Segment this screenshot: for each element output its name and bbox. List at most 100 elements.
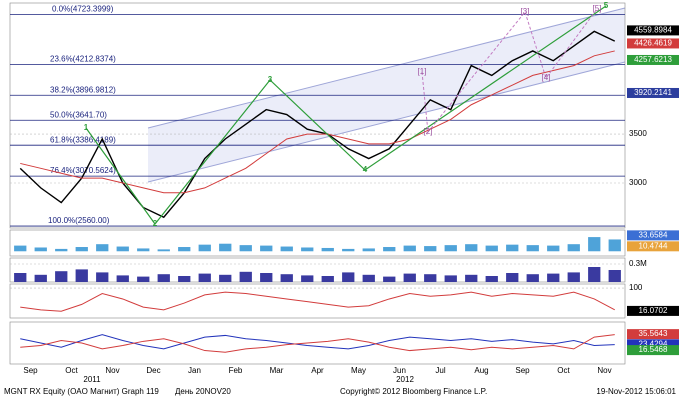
bar xyxy=(14,245,27,252)
panel-frame xyxy=(9,229,626,257)
bar xyxy=(403,245,416,252)
series-line xyxy=(20,334,615,353)
x-tick-label: Nov xyxy=(597,366,611,375)
fib-label: 0.0%(4723.3999) xyxy=(52,5,114,14)
bar xyxy=(342,248,355,252)
bar xyxy=(280,246,293,252)
bar xyxy=(465,274,478,282)
value-marker-label: 4257.6213 xyxy=(634,55,672,64)
bar xyxy=(547,245,560,252)
subwave-label: [1] xyxy=(418,67,427,76)
x-tick-label: Dec xyxy=(146,366,160,375)
bar xyxy=(34,274,47,282)
subwave-label: [2] xyxy=(424,127,433,136)
bar xyxy=(55,248,68,252)
bar xyxy=(198,273,211,282)
value-marker-label: 4559.8984 xyxy=(634,26,672,35)
value-marker xyxy=(627,345,679,356)
panel-frame xyxy=(9,283,626,319)
x-tick-label: Jun xyxy=(393,366,406,375)
footer-left: MGNT RX Equity (OAO Магнит) Graph 119 xyxy=(4,387,159,396)
bar xyxy=(157,274,170,282)
channel-line xyxy=(147,7,626,129)
series-line xyxy=(20,50,615,194)
bar xyxy=(608,270,621,282)
bar xyxy=(567,272,580,282)
bar xyxy=(567,244,580,252)
value-marker xyxy=(627,38,679,49)
bar xyxy=(34,247,47,252)
bar xyxy=(342,272,355,282)
bar xyxy=(178,247,191,252)
value-marker xyxy=(627,339,679,350)
bar xyxy=(383,276,396,282)
wave-path xyxy=(85,5,607,225)
bar xyxy=(588,267,601,282)
value-marker xyxy=(627,54,679,65)
bar xyxy=(383,247,396,252)
bar xyxy=(280,274,293,282)
bar xyxy=(14,273,27,282)
bar xyxy=(321,247,334,252)
bar xyxy=(424,246,437,252)
panel-frame xyxy=(9,2,626,229)
subwave-label: [3] xyxy=(521,7,530,16)
bar xyxy=(588,237,601,252)
y-tick-label: 0.3M xyxy=(629,259,647,268)
fib-label: 38.2%(3896.9812) xyxy=(50,85,116,94)
bar xyxy=(219,274,232,282)
bar xyxy=(526,245,539,252)
bar xyxy=(157,249,170,252)
value-marker xyxy=(627,87,679,98)
x-tick-label: Mar xyxy=(270,366,284,375)
x-tick-label: Oct xyxy=(65,366,78,375)
fib-label: 61.8%(3386.4189) xyxy=(50,135,116,144)
bar xyxy=(444,275,457,282)
value-marker xyxy=(627,241,679,252)
channel-line xyxy=(147,61,626,183)
fib-label: 100.0%(2560.00) xyxy=(48,216,110,225)
series-line xyxy=(20,334,615,350)
y-tick-label: 3000 xyxy=(629,178,647,187)
bar xyxy=(96,272,109,282)
footer-timestamp: 19-Nov-2012 15:06:01 xyxy=(596,387,676,396)
bar xyxy=(178,276,191,282)
value-marker-label: 10.4744 xyxy=(639,241,668,250)
subwave-label: [4] xyxy=(542,73,551,82)
bar xyxy=(301,275,314,282)
bar xyxy=(219,243,232,252)
bar xyxy=(75,269,88,282)
value-marker xyxy=(627,305,679,316)
footer-day: День 20NOV20 xyxy=(175,387,231,396)
wave-label: 5 xyxy=(604,1,609,10)
fib-label: 23.6%(4212.8374) xyxy=(50,54,116,63)
x-tick-label: May xyxy=(351,366,366,375)
bar xyxy=(239,245,252,252)
bar xyxy=(137,248,150,252)
bar xyxy=(506,244,519,252)
x-tick-label: Jan xyxy=(188,366,201,375)
value-marker-label: 3920.2141 xyxy=(634,88,672,97)
value-marker xyxy=(627,230,679,241)
subwave-path xyxy=(421,8,598,134)
year-label: 2012 xyxy=(396,375,414,384)
bar xyxy=(75,247,88,252)
panel-frame xyxy=(9,257,626,283)
value-marker-label: 35.5643 xyxy=(639,329,668,338)
value-marker-label: 33.6584 xyxy=(639,230,668,239)
value-marker xyxy=(627,329,679,340)
bar xyxy=(137,276,150,282)
value-marker-label: 4426.4619 xyxy=(634,39,672,48)
value-marker xyxy=(627,25,679,36)
bar xyxy=(485,276,498,282)
x-tick-label: Jul xyxy=(435,366,445,375)
bar xyxy=(362,248,375,252)
bar xyxy=(239,271,252,282)
x-tick-label: Feb xyxy=(229,366,243,375)
wave-label: 2 xyxy=(153,219,158,228)
series-line xyxy=(20,291,615,312)
y-tick-label: 3500 xyxy=(629,129,647,138)
subwave-label: [5] xyxy=(593,4,602,13)
fib-label: 76.4%(3070.5624) xyxy=(50,166,116,175)
